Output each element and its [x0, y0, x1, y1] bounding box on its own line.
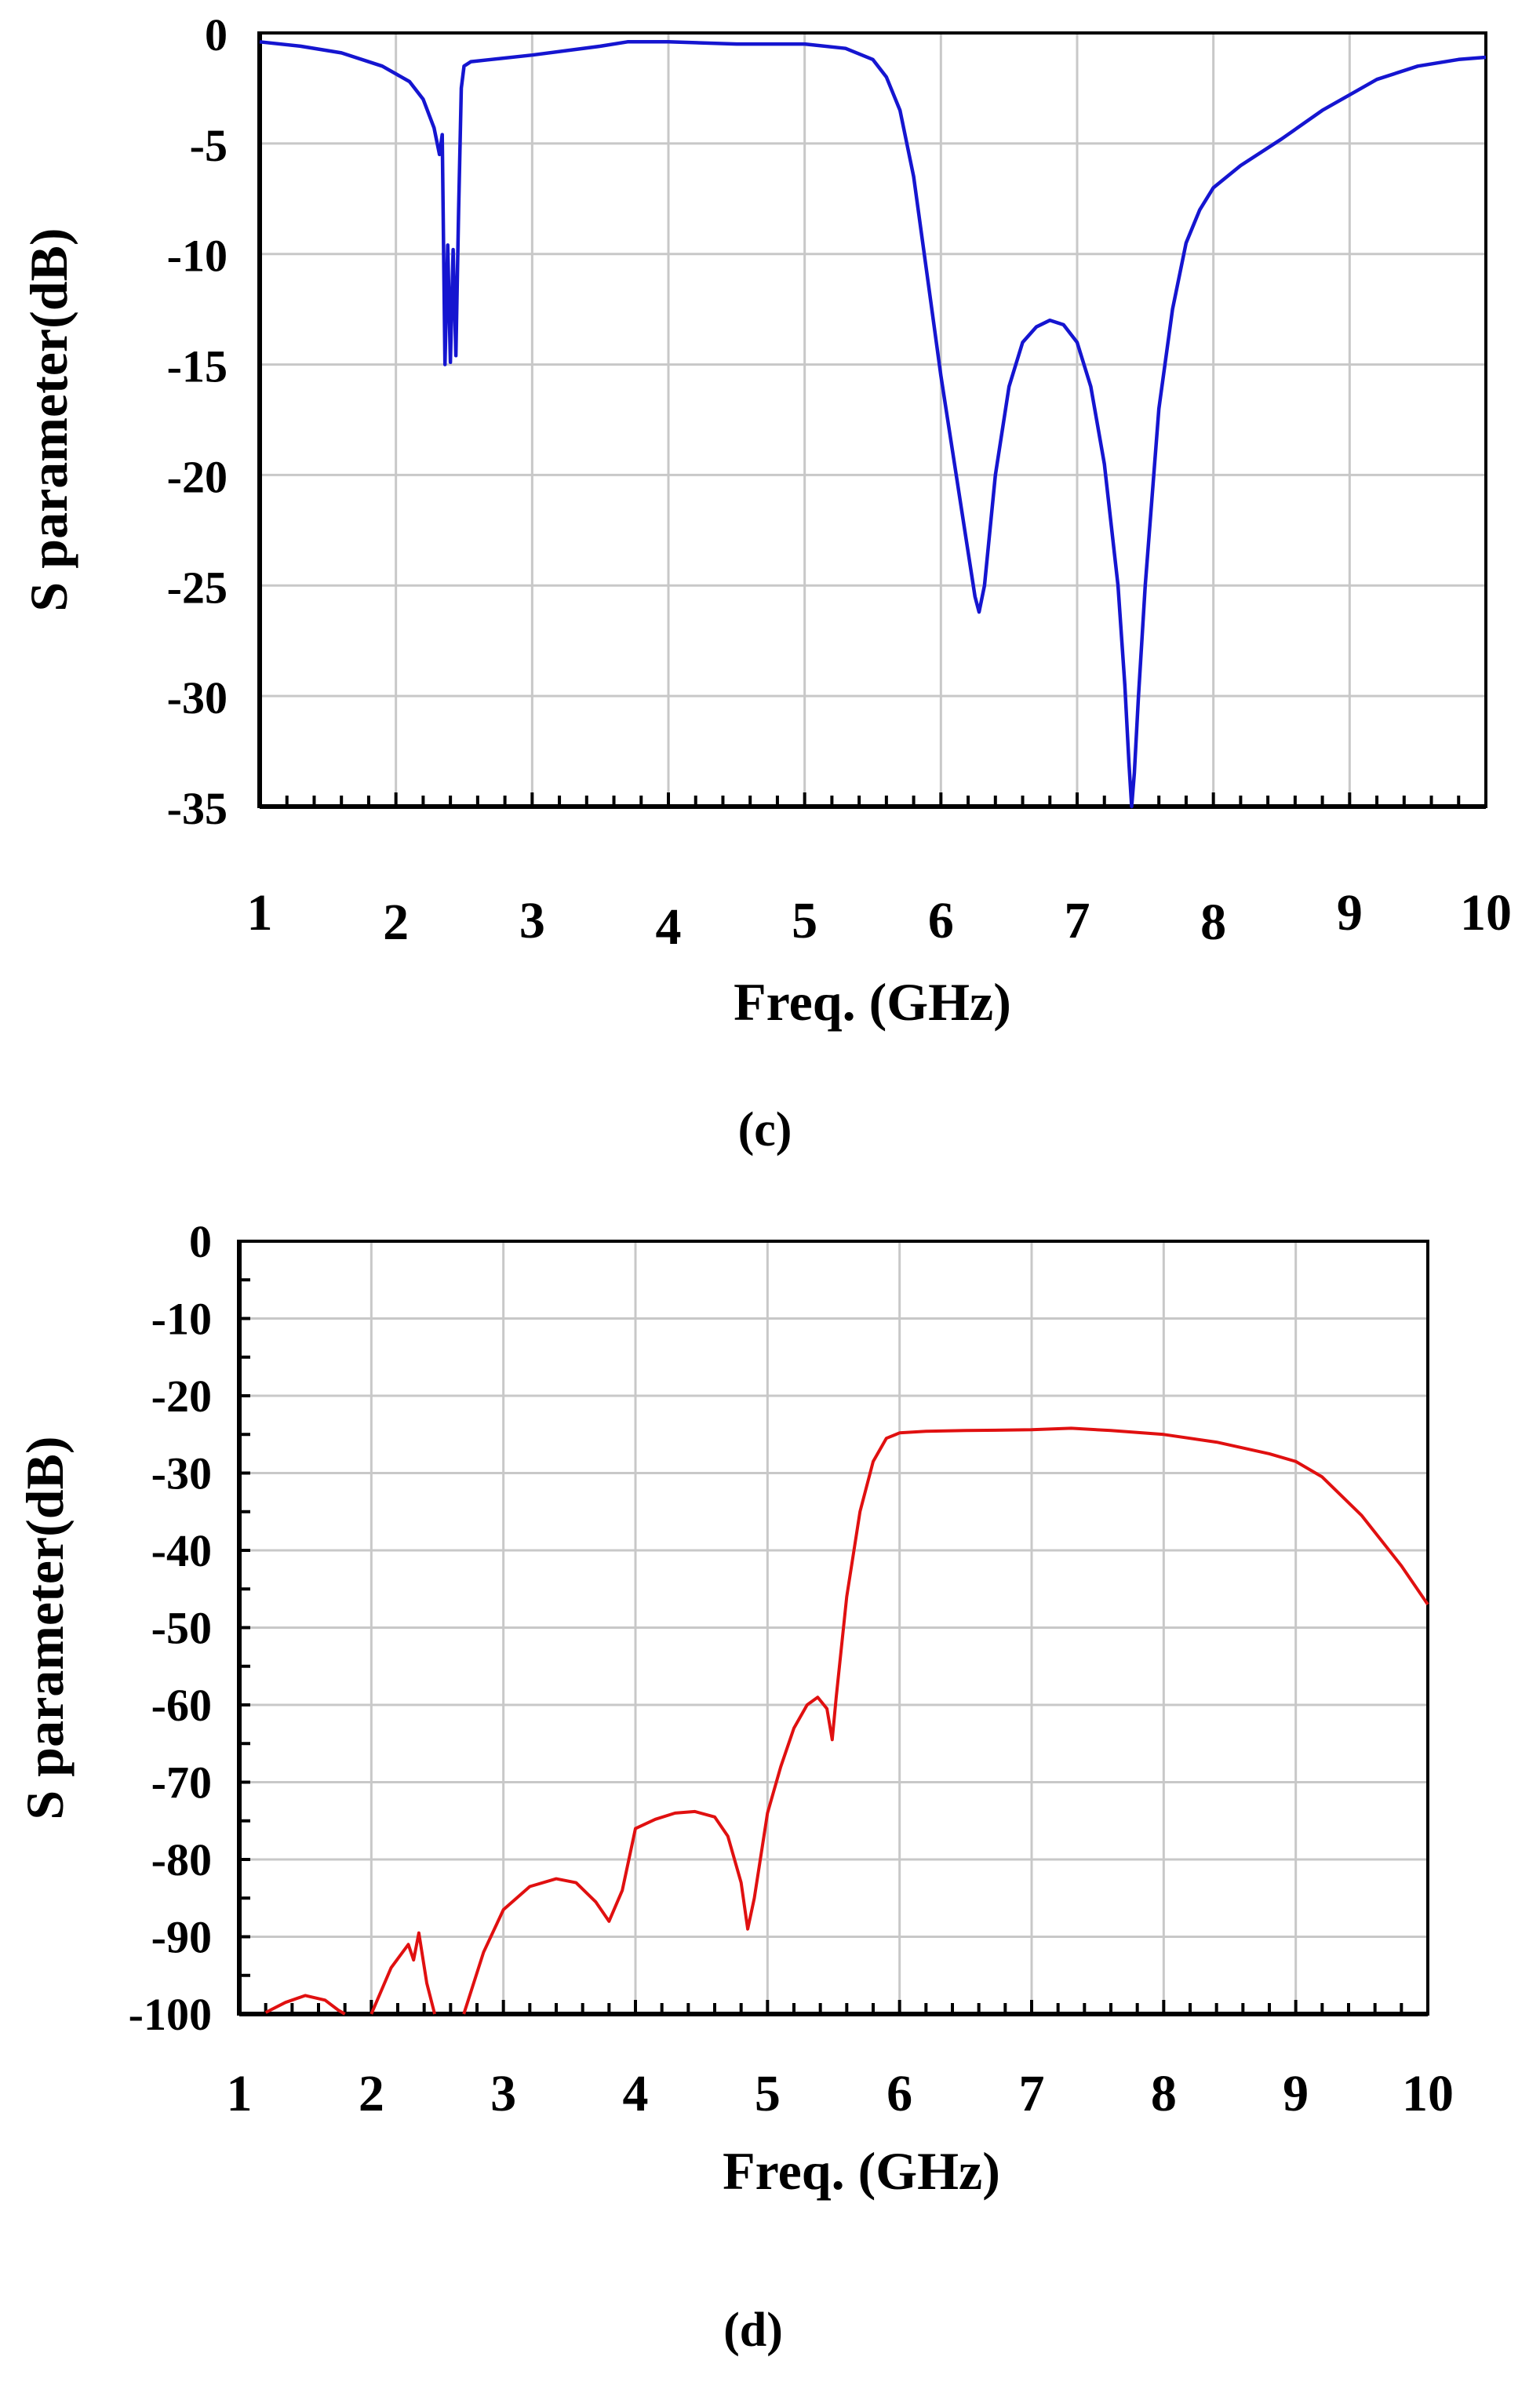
x-tick-label: 7 [1019, 2065, 1045, 2122]
chart-d: 0 -10 -20 -30 -40 -50 -60 -70 -80 -90 -100 1 2 3 4 5 6 7… [15, 1216, 1454, 2357]
y-tick-labels-c: 0 -5 -10 -15 -20 -25 -30 -35 [167, 9, 228, 834]
caption-d: (d) [723, 2304, 783, 2357]
x-minor-ticks-c [258, 792, 1487, 807]
series-line-d [264, 1426, 1429, 2016]
caption-c: (c) [738, 1103, 792, 1156]
x-tick-label: 10 [1402, 2065, 1454, 2122]
x-axis-title-d: Freq. (GHz) [723, 2141, 1000, 2201]
x-axis-title-c: Freq. (GHz) [734, 972, 1011, 1032]
x-tick-label: 3 [519, 892, 545, 949]
x-tick-label: 10 [1460, 884, 1512, 942]
y-tick-label: -30 [167, 672, 228, 723]
x-tick-labels-d: 1 2 3 4 5 6 7 8 9 10 [227, 2065, 1454, 2122]
x-tick-label: 1 [227, 2065, 253, 2122]
x-tick-label: 5 [755, 2065, 781, 2122]
y-tick-label: 0 [189, 1216, 212, 1267]
y-tick-label: -50 [151, 1603, 212, 1654]
y-tick-label: -100 [129, 1989, 212, 2040]
x-tick-label: 6 [887, 2065, 912, 2122]
x-tick-labels-c: 1 2 3 4 5 6 7 8 9 10 [247, 884, 1513, 956]
y-axis-title-d: S parameter(dB) [15, 1436, 75, 1819]
x-tick-label: 6 [928, 892, 954, 949]
y-tick-label: -30 [151, 1448, 212, 1499]
y-tick-label: -25 [167, 562, 228, 613]
grid-d [239, 1241, 1428, 2014]
y-minor-ticks-d [239, 1240, 250, 2016]
y-tick-label: -15 [167, 341, 228, 392]
x-tick-label: 5 [792, 892, 817, 949]
y-tick-label: -10 [151, 1294, 212, 1345]
x-tick-label: 9 [1337, 884, 1363, 942]
y-tick-label: -10 [167, 231, 228, 282]
x-tick-label: 7 [1065, 892, 1090, 949]
x-tick-label: 4 [656, 898, 682, 956]
x-tick-label: 1 [247, 884, 273, 942]
x-tick-label: 3 [490, 2065, 516, 2122]
y-tick-label: -20 [167, 451, 228, 502]
y-tick-label: -40 [151, 1525, 212, 1576]
y-tick-labels-d: 0 -10 -20 -30 -40 -50 -60 -70 -80 -90 -100 [129, 1216, 212, 2040]
grid-c [260, 33, 1486, 807]
y-tick-label: -35 [167, 783, 228, 834]
y-tick-label: -90 [151, 1912, 212, 1963]
x-tick-label: 2 [383, 894, 409, 951]
y-tick-label: -70 [151, 1757, 212, 1808]
x-tick-label: 2 [359, 2065, 384, 2122]
x-tick-label: 9 [1283, 2065, 1309, 2122]
y-tick-label: -5 [190, 120, 228, 171]
x-minor-ticks-d [238, 2000, 1429, 2014]
x-tick-label: 8 [1200, 894, 1226, 951]
chart-c: 0 -5 -10 -15 -20 -25 -30 -35 1 2 3 4 5 6 7 8 9 10 Freq. … [19, 9, 1512, 1156]
x-tick-label: 4 [623, 2065, 649, 2122]
x-tick-label: 8 [1151, 2065, 1177, 2122]
y-tick-label: 0 [205, 9, 228, 60]
y-tick-label: -60 [151, 1680, 212, 1731]
series-line-c [259, 40, 1487, 809]
y-tick-label: -80 [151, 1834, 212, 1885]
y-axis-title-c: S parameter(dB) [19, 228, 78, 611]
y-tick-label: -20 [151, 1371, 212, 1422]
